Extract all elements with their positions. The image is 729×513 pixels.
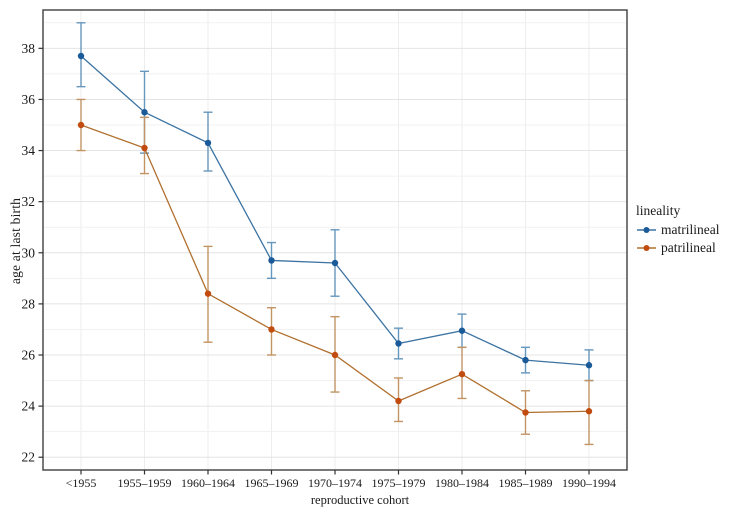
x-tick-label: 1980–1984 [435, 476, 489, 490]
data-point-patrilineal [395, 397, 402, 405]
data-point-matrilineal [522, 356, 529, 364]
y-tick-label: 34 [22, 143, 36, 158]
x-tick-label: 1990–1994 [562, 476, 616, 490]
data-point-matrilineal [585, 362, 593, 369]
data-point-matrilineal [141, 109, 148, 116]
legend-title: lineality [636, 203, 681, 218]
data-point-matrilineal [331, 259, 339, 267]
y-tick-label: 28 [22, 296, 36, 311]
y-tick-label: 38 [22, 41, 36, 56]
legend: lineality matrilineal patrilineal [636, 203, 719, 258]
data-point-matrilineal [458, 327, 466, 334]
y-tick-label: 26 [22, 348, 36, 363]
data-point-matrilineal [204, 139, 212, 147]
legend-label-matrilineal: matrilineal [661, 222, 720, 237]
y-tick-label: 32 [22, 194, 36, 209]
y-tick-label: 24 [22, 399, 36, 414]
data-point-matrilineal [77, 52, 85, 60]
data-point-patrilineal [77, 121, 85, 129]
x-tick-label: 1965–1969 [245, 476, 299, 490]
data-point-patrilineal [268, 326, 275, 333]
data-point-patrilineal [331, 351, 339, 359]
data-point-patrilineal [141, 144, 148, 152]
x-tick-label: 1970–1974 [308, 476, 362, 490]
y-tick-label: 22 [22, 450, 36, 465]
x-axis-title: reproductive cohort [310, 493, 410, 507]
x-tick-label: 1985–1989 [499, 476, 553, 490]
x-tick-label: 1955–1959 [118, 476, 172, 490]
matrilineal-marker-icon [637, 227, 656, 233]
data-point-patrilineal [458, 370, 466, 378]
x-tick-label: 1960–1964 [181, 476, 235, 490]
legend-item-patrilineal: patrilineal [636, 240, 719, 256]
y-axis-title: age at last birth [8, 197, 23, 285]
data-point-matrilineal [395, 340, 402, 347]
y-tick-label: 30 [22, 245, 36, 260]
x-tick-label: <1955 [66, 476, 97, 490]
legend-item-matrilineal: matrilineal [636, 222, 719, 238]
y-tick-label: 36 [22, 92, 36, 107]
data-point-matrilineal [268, 257, 275, 264]
data-point-patrilineal [204, 290, 212, 297]
data-point-patrilineal [522, 409, 529, 416]
patrilineal-marker-icon [637, 245, 656, 251]
legend-label-patrilineal: patrilineal [661, 240, 716, 255]
data-point-patrilineal [585, 408, 593, 415]
x-tick-label: 1975–1979 [372, 476, 426, 490]
